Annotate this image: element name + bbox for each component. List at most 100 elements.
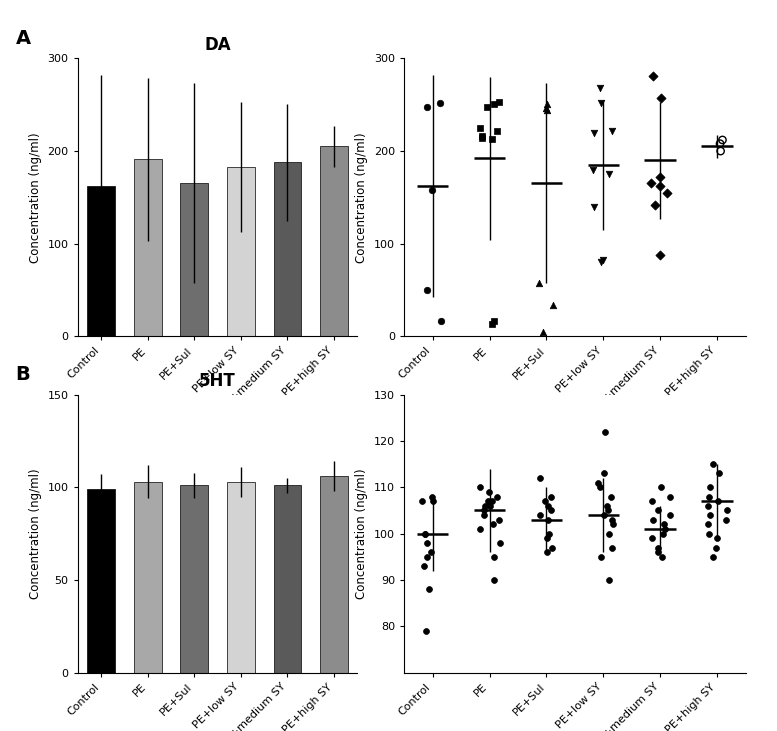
Point bbox=[435, 314, 448, 326]
Point bbox=[434, 97, 446, 109]
Point bbox=[420, 101, 433, 113]
Point bbox=[654, 171, 667, 183]
Point bbox=[703, 510, 716, 521]
Point bbox=[419, 528, 431, 539]
Point bbox=[704, 482, 716, 493]
Point bbox=[486, 518, 499, 530]
Point bbox=[542, 528, 555, 539]
Point bbox=[652, 504, 664, 516]
Point bbox=[595, 551, 608, 563]
Point bbox=[488, 551, 500, 563]
Point bbox=[538, 496, 551, 507]
Point bbox=[427, 491, 439, 502]
Point bbox=[649, 199, 661, 211]
Point bbox=[598, 510, 610, 521]
Point bbox=[597, 254, 609, 266]
Point bbox=[702, 528, 715, 539]
Point bbox=[493, 537, 506, 549]
Point bbox=[605, 514, 618, 526]
Point bbox=[714, 138, 726, 150]
Point bbox=[493, 514, 505, 526]
Point bbox=[534, 472, 546, 484]
Point bbox=[603, 528, 615, 539]
Point bbox=[601, 500, 613, 512]
Point bbox=[483, 486, 496, 498]
Point bbox=[598, 468, 610, 480]
Point bbox=[664, 491, 676, 502]
Point bbox=[545, 491, 557, 502]
Point bbox=[540, 98, 552, 110]
Point bbox=[587, 164, 600, 175]
Bar bbox=[227, 167, 255, 336]
Bar bbox=[274, 162, 301, 336]
Point bbox=[481, 101, 493, 113]
Point bbox=[474, 122, 486, 134]
Point bbox=[594, 97, 607, 109]
Point bbox=[606, 542, 618, 553]
Point bbox=[484, 500, 497, 512]
Point bbox=[646, 532, 658, 544]
Point bbox=[487, 314, 500, 326]
Point bbox=[654, 249, 667, 261]
Point bbox=[486, 496, 498, 507]
Point bbox=[645, 496, 657, 507]
Point bbox=[545, 504, 557, 516]
Point bbox=[420, 625, 432, 637]
Y-axis label: Concentration (ng/ml): Concentration (ng/ml) bbox=[29, 469, 42, 599]
Point bbox=[712, 496, 724, 507]
Text: B: B bbox=[16, 366, 30, 385]
Point bbox=[605, 491, 617, 502]
Point bbox=[659, 523, 671, 535]
Point bbox=[702, 500, 714, 512]
Point bbox=[647, 70, 660, 82]
Point bbox=[476, 130, 489, 142]
Point bbox=[594, 83, 607, 94]
Point bbox=[664, 510, 676, 521]
Title: DA: DA bbox=[204, 36, 231, 54]
Point bbox=[546, 542, 559, 553]
Point bbox=[651, 542, 664, 553]
Point bbox=[594, 482, 606, 493]
Point bbox=[476, 132, 489, 144]
Point bbox=[423, 583, 436, 595]
Point bbox=[710, 532, 723, 544]
Point bbox=[602, 574, 615, 586]
Y-axis label: Concentration (ng/ml): Concentration (ng/ml) bbox=[29, 132, 42, 262]
Point bbox=[588, 201, 601, 213]
Point bbox=[606, 125, 618, 137]
Point bbox=[541, 532, 553, 544]
Point bbox=[482, 496, 494, 507]
Bar bbox=[320, 146, 348, 336]
Point bbox=[657, 528, 669, 539]
Point bbox=[646, 514, 659, 526]
Point bbox=[533, 277, 545, 289]
Point bbox=[427, 496, 439, 507]
Point bbox=[425, 546, 437, 558]
Point bbox=[474, 482, 486, 493]
Point bbox=[657, 551, 669, 563]
Point bbox=[420, 284, 433, 296]
Point bbox=[479, 500, 491, 512]
Point bbox=[592, 477, 605, 488]
Point bbox=[488, 98, 500, 110]
Point bbox=[542, 500, 554, 512]
Point bbox=[703, 491, 716, 502]
Point bbox=[420, 537, 433, 549]
Point bbox=[714, 145, 726, 157]
Y-axis label: Concentration (ng/ml): Concentration (ng/ml) bbox=[355, 132, 368, 262]
Point bbox=[541, 546, 553, 558]
Point bbox=[486, 319, 498, 330]
Point bbox=[473, 523, 486, 535]
Point bbox=[419, 528, 431, 539]
Point bbox=[490, 491, 503, 502]
Point bbox=[418, 560, 430, 572]
Bar bbox=[134, 159, 162, 336]
Bar bbox=[180, 485, 208, 673]
Point bbox=[603, 168, 615, 180]
Point bbox=[702, 518, 714, 530]
Bar bbox=[320, 476, 348, 673]
Bar bbox=[274, 485, 301, 673]
Text: A: A bbox=[16, 29, 30, 48]
Bar bbox=[87, 186, 115, 336]
Point bbox=[478, 504, 490, 516]
